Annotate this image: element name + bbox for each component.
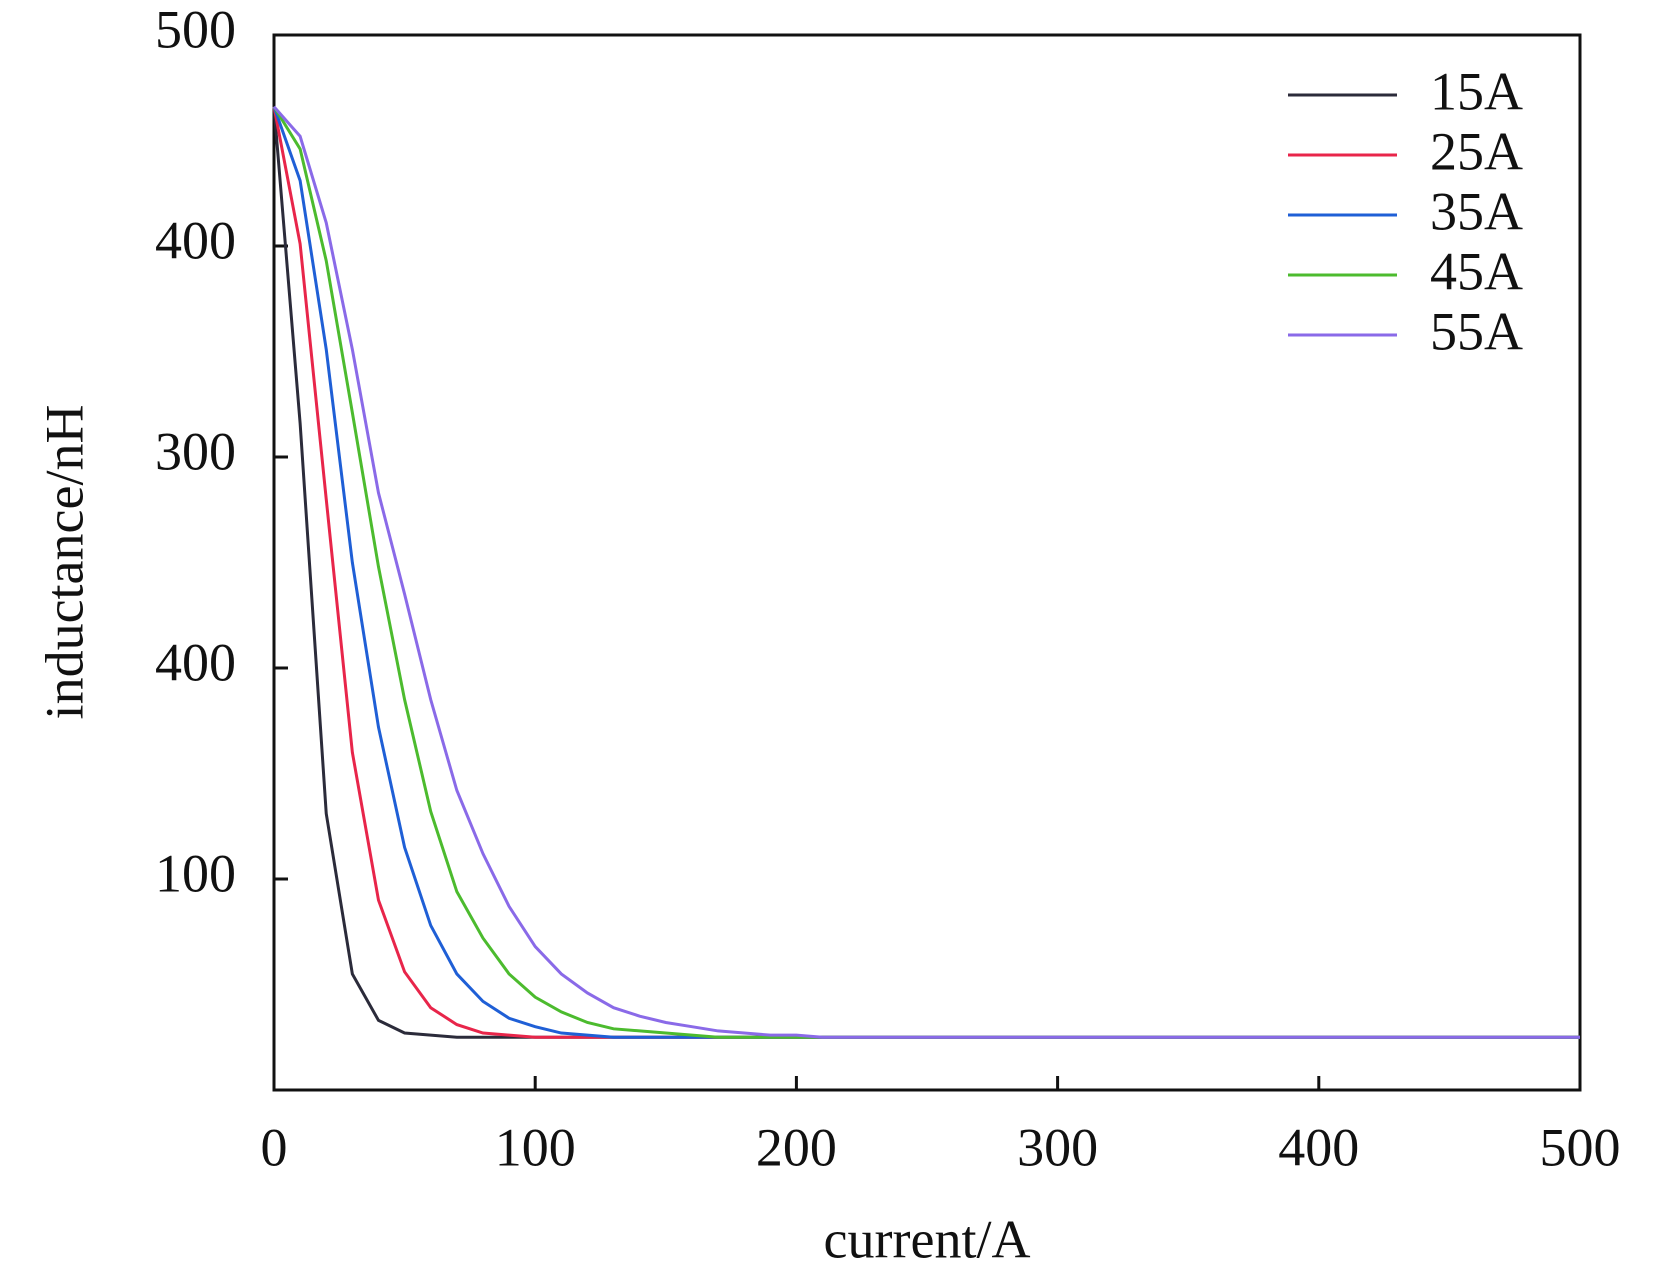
x-tick-label: 0 [261, 1117, 288, 1177]
series-line [272, 106, 1580, 1039]
x-tick-label: 100 [495, 1117, 576, 1177]
legend-label: 45A [1430, 241, 1523, 301]
y-tick-label: 500 [155, 0, 236, 59]
legend-label: 55A [1430, 301, 1523, 361]
series-line [272, 106, 1580, 1039]
y-axis-title: inductance/nH [34, 405, 94, 720]
series-line [272, 105, 1580, 1039]
x-tick-label: 500 [1540, 1117, 1621, 1177]
plot-frame [272, 33, 1582, 1092]
legend-label: 15A [1430, 61, 1523, 121]
x-axis-title: current/A [824, 1209, 1031, 1269]
y-tick-label: 400 [155, 210, 236, 270]
series-line [272, 106, 1580, 1039]
y-tick-label: 100 [155, 843, 236, 903]
x-tick-label: 400 [1278, 1117, 1359, 1177]
series-line [272, 105, 1580, 1039]
y-tick-label: 400 [155, 632, 236, 692]
y-tick-label: 300 [155, 421, 236, 481]
x-tick-label: 200 [756, 1117, 837, 1177]
x-tick-label: 300 [1017, 1117, 1098, 1177]
legend-label: 35A [1430, 181, 1523, 241]
legend-label: 25A [1430, 121, 1523, 181]
